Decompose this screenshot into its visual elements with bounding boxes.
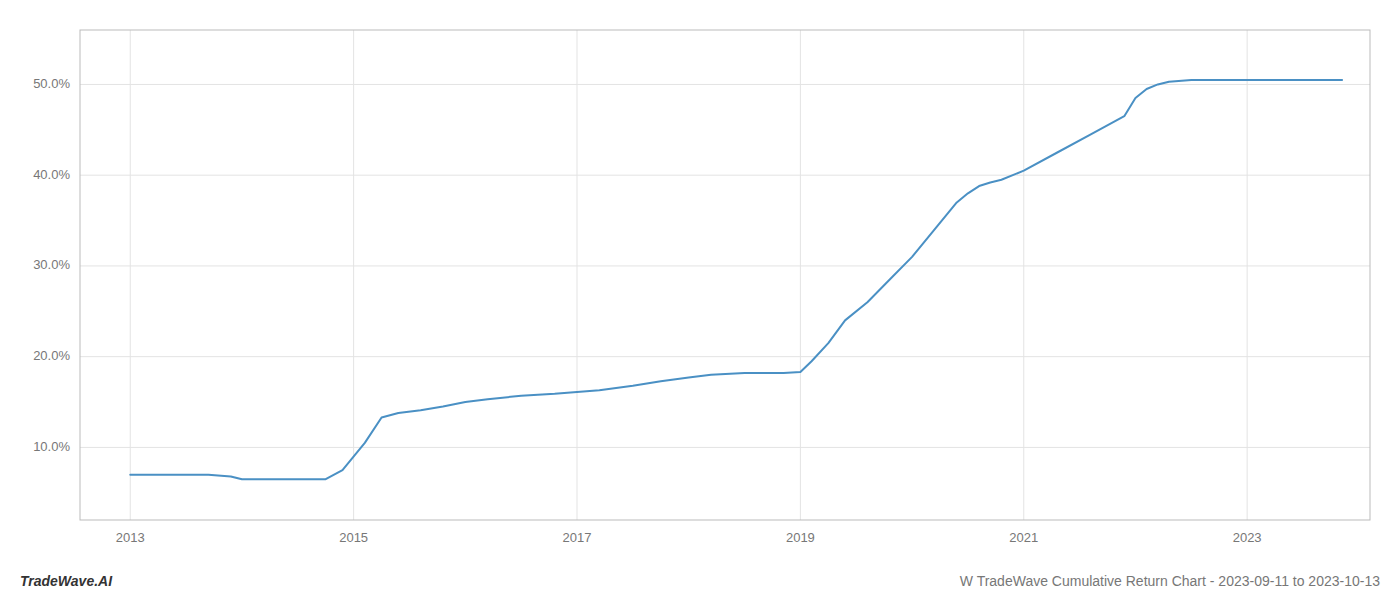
x-tick-label: 2021 <box>1009 530 1038 545</box>
chart-container: 10.0% 20.0% 30.0% 40.0% 50.0% 2013 2015 2017 201… <box>0 0 1400 600</box>
x-grid-line <box>130 30 131 520</box>
x-tick-label: 2017 <box>563 530 592 545</box>
x-grid-line <box>800 30 801 520</box>
x-grid-line <box>1023 30 1024 520</box>
x-tick-label: 2013 <box>116 530 145 545</box>
y-grid-line <box>80 447 1370 448</box>
y-tick-label: 40.0% <box>33 167 70 182</box>
y-tick-label: 30.0% <box>33 257 70 272</box>
x-tick-label: 2015 <box>339 530 368 545</box>
x-tick-label: 2019 <box>786 530 815 545</box>
x-grid-line <box>577 30 578 520</box>
y-grid-line <box>80 356 1370 357</box>
y-tick-label: 50.0% <box>33 76 70 91</box>
plot-frame <box>80 30 1370 520</box>
x-tick-label: 2023 <box>1233 530 1262 545</box>
x-grid-line <box>1247 30 1248 520</box>
footer-left: TradeWave.AI <box>20 573 113 589</box>
data-line <box>130 80 1342 479</box>
x-grid-line <box>353 30 354 520</box>
chart-svg: 10.0% 20.0% 30.0% 40.0% 50.0% 2013 2015 2017 201… <box>0 0 1400 600</box>
y-grid-line <box>80 175 1370 176</box>
plot-area <box>130 80 1342 479</box>
y-tick-label: 20.0% <box>33 348 70 363</box>
footer-right: W TradeWave Cumulative Return Chart - 20… <box>960 573 1380 589</box>
y-grid-line <box>80 265 1370 266</box>
y-grid-line <box>80 84 1370 85</box>
grid <box>80 30 1370 520</box>
background <box>0 0 1400 600</box>
y-tick-label: 10.0% <box>33 439 70 454</box>
